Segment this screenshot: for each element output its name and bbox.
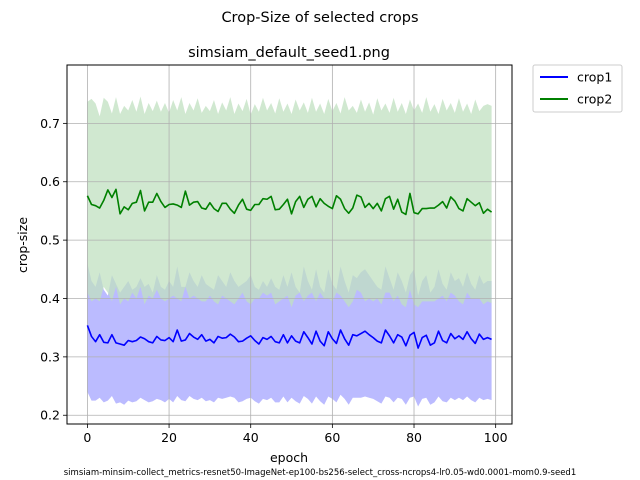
x-tick-label: 0 (83, 430, 91, 445)
series-line-crop1 (86, 325, 492, 349)
y-tick-label: 0.2 (40, 408, 60, 423)
plot-frame (66, 64, 513, 425)
band-crop2 (87, 96, 492, 308)
series-line-crop2 (86, 188, 493, 216)
figure-footer: simsiam-minsim-collect_metrics-resnet50-… (64, 468, 577, 478)
plot-area (67, 65, 512, 424)
x-axis-label: epoch (270, 450, 308, 465)
band-crop1 (87, 263, 492, 407)
y-tick-label: 0.7 (40, 116, 60, 131)
figure-suptitle: Crop-Size of selected crops (221, 10, 418, 26)
legend-label-crop2: crop2 (577, 92, 612, 107)
y-axis-label: crop-size (15, 217, 30, 273)
y-tick-label: 0.3 (40, 349, 60, 364)
y-tick-label: 0.5 (40, 233, 60, 248)
y-tick-label: 0.6 (40, 174, 60, 189)
legend: crop1 crop2 (532, 64, 623, 113)
x-tick-label: 80 (406, 430, 422, 445)
x-tick-label: 100 (484, 430, 508, 445)
y-tick-label: 0.4 (40, 291, 60, 306)
x-tick-label: 40 (243, 430, 259, 445)
x-tick-label: 60 (324, 430, 340, 445)
x-tick-label: 20 (161, 430, 177, 445)
legend-label-crop1: crop1 (577, 70, 612, 85)
chart-title: simsiam_default_seed1.png (188, 45, 390, 61)
